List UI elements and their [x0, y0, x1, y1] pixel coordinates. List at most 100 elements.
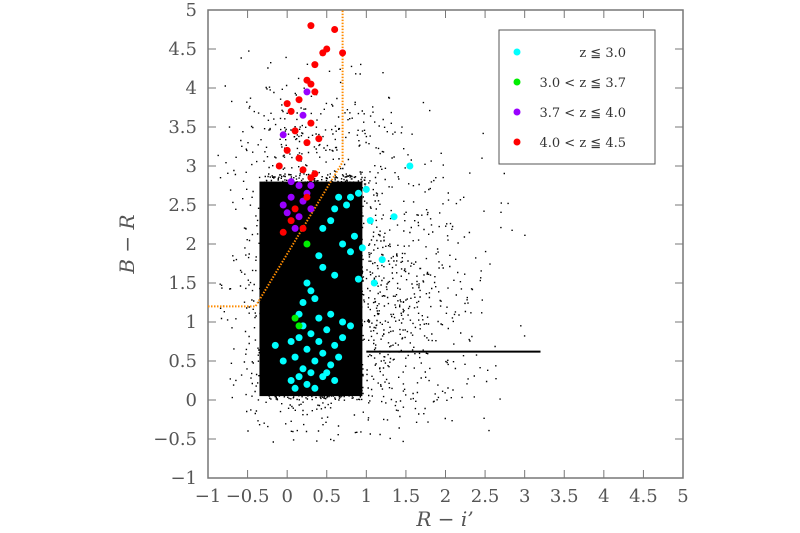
- series-0-point-41: [291, 384, 299, 392]
- series-3-point-5: [311, 61, 319, 69]
- x-tick-label: 1.5: [392, 486, 421, 507]
- series-0-point-12: [347, 248, 354, 256]
- x-axis-title: R − i’: [415, 507, 473, 531]
- y-tick-label: −0.5: [153, 429, 197, 450]
- series-0-point-47: [339, 334, 347, 342]
- series-3-point-13: [291, 127, 299, 135]
- series-0-point-54: [378, 256, 386, 264]
- series-0-point-51: [331, 271, 339, 279]
- series-0-point-21: [327, 310, 335, 318]
- series-0-point-30: [303, 345, 311, 353]
- series-0-point-40: [303, 380, 311, 388]
- series-0-point-29: [331, 341, 339, 349]
- series-0-point-31: [319, 349, 327, 357]
- series-3-point-12: [307, 119, 315, 127]
- series-3-point-10: [283, 100, 291, 108]
- series-2-point-3: [287, 178, 295, 186]
- series-3-point-16: [283, 146, 291, 154]
- series-3-point-20: [303, 193, 311, 201]
- x-tick-label: 0: [281, 486, 292, 507]
- series-0-point-35: [299, 365, 307, 373]
- series-3-point-25: [311, 170, 319, 178]
- legend-label-2: 3.7 < z ≦ 4.0: [539, 106, 626, 121]
- series-0-point-17: [307, 287, 315, 295]
- x-tick-label: 0.5: [312, 486, 341, 507]
- series-0-point-18: [311, 295, 319, 303]
- series-2-point-0: [303, 88, 311, 96]
- series-0-point-49: [315, 314, 323, 322]
- series-0-point-33: [311, 357, 319, 365]
- selection-boundary: [208, 10, 344, 308]
- series-3-point-21: [291, 205, 299, 213]
- series-0-point-52: [319, 263, 327, 271]
- series-0-point-23: [347, 322, 354, 330]
- series-2-point-6: [287, 193, 295, 201]
- x-tick-label: 4: [598, 486, 609, 507]
- legend-marker-0: [513, 48, 521, 56]
- series-3-point-1: [331, 26, 339, 33]
- series-0-point-6: [331, 205, 339, 213]
- series-3-point-18: [299, 166, 307, 174]
- series-2-point-2: [279, 131, 287, 139]
- series-2-point-5: [307, 182, 315, 189]
- series-0-point-16: [303, 279, 311, 287]
- series-0-point-46: [279, 357, 287, 365]
- legend-box: [498, 29, 656, 165]
- series-0-point-7: [327, 217, 335, 225]
- series-0-point-9: [350, 232, 358, 240]
- series-3-point-17: [295, 154, 303, 162]
- series-3-point-11: [287, 107, 295, 115]
- legend: z ≦ 3.0 3.0 < z ≦ 3.7 3.7 < z ≦ 4.0 4.0 < z…: [498, 29, 656, 165]
- x-tick-label: 3.5: [550, 486, 579, 507]
- series-1-point-0: [303, 240, 311, 248]
- series-0-point-3: [354, 189, 362, 197]
- y-axis-title: B − R: [115, 214, 139, 274]
- y-tick-label: 4: [186, 78, 197, 99]
- series-2-point-10: [291, 224, 299, 232]
- legend-label-1: 3.0 < z ≦ 3.7: [539, 76, 626, 91]
- series-3-point-26: [275, 162, 283, 170]
- series-0-point-0: [406, 162, 414, 170]
- y-tick-label: 3: [186, 156, 197, 177]
- series-3-point-0: [307, 22, 315, 30]
- y-tick-label: 5: [186, 0, 197, 21]
- series-0-point-53: [366, 217, 374, 225]
- series-0-point-4: [362, 185, 370, 193]
- series-3-point-7: [307, 80, 315, 88]
- series-0-point-2: [347, 193, 354, 201]
- series-2-point-12: [279, 201, 287, 209]
- x-tick-label: 3: [519, 486, 530, 507]
- y-tick-label: 2.5: [168, 195, 197, 216]
- legend-marker-2: [513, 108, 521, 116]
- legend-marker-3: [513, 138, 521, 146]
- series-0-point-48: [323, 369, 331, 377]
- legend-label-3: 4.0 < z ≦ 4.5: [539, 136, 626, 151]
- series-3-point-9: [295, 96, 303, 104]
- series-0-point-45: [271, 341, 279, 349]
- series-2-point-11: [307, 205, 315, 213]
- series-0-point-39: [287, 377, 295, 384]
- series-0-point-15: [370, 279, 378, 287]
- series-0-point-1: [390, 213, 398, 221]
- series-3-point-3: [319, 49, 327, 57]
- x-tick-label: 2.5: [471, 486, 500, 507]
- series-0-point-34: [327, 361, 335, 369]
- legend-marker-1: [513, 78, 521, 86]
- series-points: [271, 22, 414, 392]
- series-0-point-8: [319, 224, 327, 232]
- series-3-point-22: [287, 217, 295, 225]
- series-0-point-26: [295, 334, 303, 342]
- series-0-point-24: [323, 326, 331, 334]
- series-2-point-1: [299, 111, 307, 119]
- series-0-point-36: [307, 369, 315, 377]
- series-0-point-11: [358, 244, 366, 252]
- series-0-point-25: [307, 330, 315, 338]
- x-tick-label: −0.5: [226, 486, 270, 507]
- x-tick-label: 1: [361, 486, 372, 507]
- series-0-point-13: [315, 252, 323, 260]
- series-1-point-1: [291, 314, 299, 322]
- series-3-point-14: [315, 135, 323, 143]
- series-0-point-55: [335, 193, 343, 201]
- selection-boundary-line: [208, 10, 344, 308]
